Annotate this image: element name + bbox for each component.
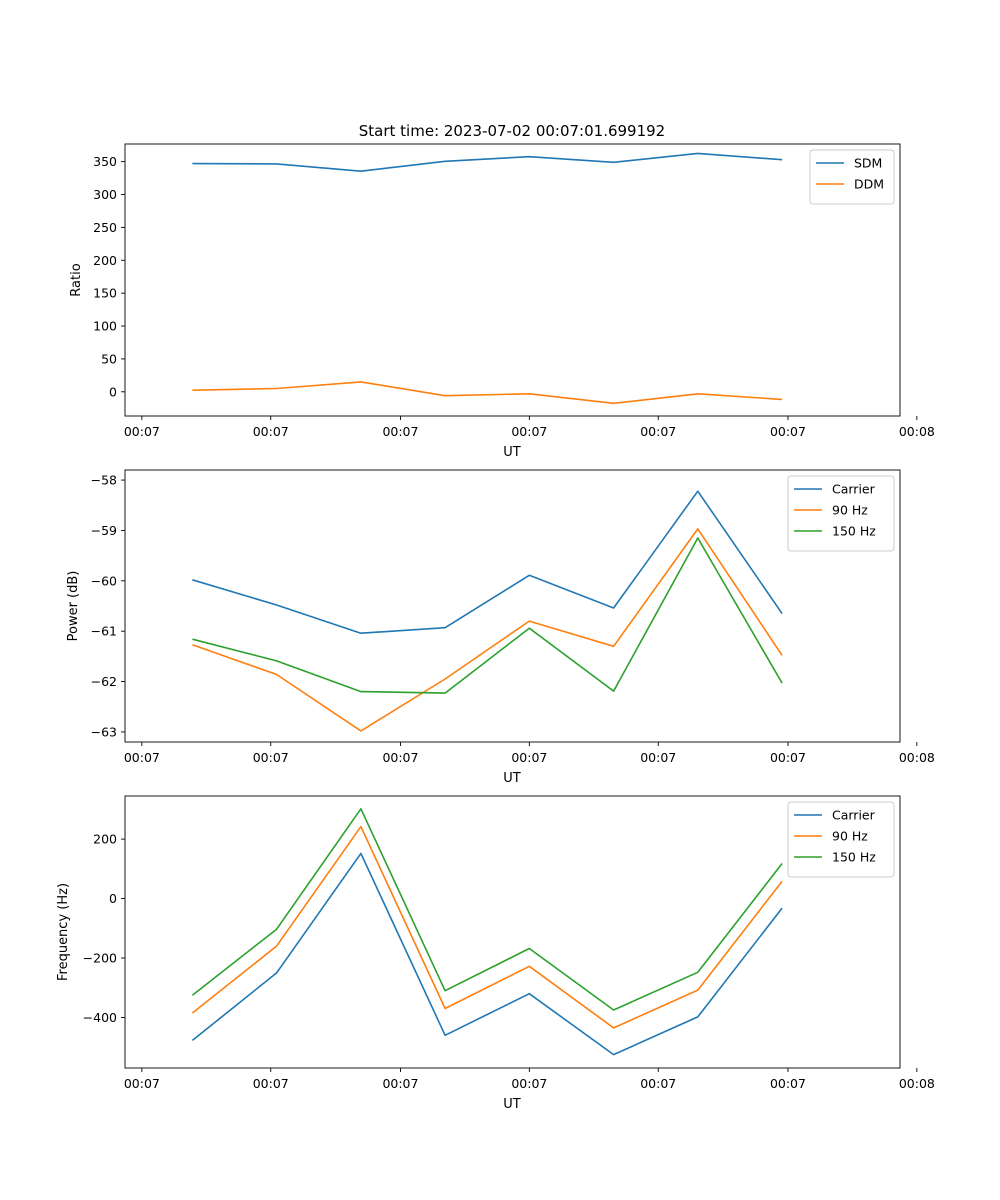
power-legend-label: 150 Hz — [832, 524, 876, 539]
frequency-y-tick-label: 200 — [93, 832, 117, 847]
ratio-x-axis-label: UT — [503, 445, 521, 460]
power-y-tick-label: −58 — [91, 473, 117, 488]
power-y-tick-label: −62 — [91, 674, 117, 689]
ratio-x-tick-label: 00:07 — [770, 424, 806, 439]
panel-frequency: 00:07 00:07 00:07 00:07 00:07 00:07 00:08 −400 −… — [56, 795, 935, 1112]
frequency-x-tick-label: 00:07 — [382, 1076, 418, 1091]
frequency-legend — [787, 801, 895, 878]
ratio-y-tick-label: 300 — [93, 187, 117, 202]
frequency-series-line-90-hz — [191, 825, 783, 1029]
power-plot-area: 00:07 00:07 00:07 00:07 00:07 00:07 00:08 −63 −6… — [91, 469, 935, 765]
frequency-x-tick-label: 00:07 — [640, 1076, 676, 1091]
power-x-tick-label: 00:07 — [511, 750, 547, 765]
power-y-axis-label: Power (dB) — [66, 571, 81, 642]
ratio-x-tick-label: 00:07 — [124, 424, 160, 439]
power-x-tick-label: 00:07 — [382, 750, 418, 765]
panel-power: 00:07 00:07 00:07 00:07 00:07 00:07 00:08 −63 −6… — [66, 469, 935, 786]
frequency-series-line-150-hz — [191, 807, 783, 1011]
ratio-x-tick-label: 00:07 — [640, 424, 676, 439]
power-x-axis-label: UT — [503, 771, 521, 786]
power-legend — [787, 475, 895, 552]
power-y-tick-label: −59 — [91, 523, 117, 538]
ratio-y-axis-label: Ratio — [69, 263, 84, 296]
ratio-y-tick-label: 350 — [93, 154, 117, 169]
frequency-legend-label: Carrier — [832, 808, 876, 823]
ratio-legend-label: SDM — [854, 156, 882, 171]
frequency-legend-label: 90 Hz — [832, 829, 868, 844]
frequency-x-tick-label: 00:07 — [253, 1076, 289, 1091]
frequency-legend-label: 150 Hz — [832, 850, 876, 865]
frequency-y-axis-label: Frequency (Hz) — [56, 883, 71, 981]
ratio-y-tick-label: 150 — [93, 286, 117, 301]
ratio-y-tick-label: 100 — [93, 319, 117, 334]
power-series-line-150-hz — [192, 537, 783, 694]
power-axes-frame — [124, 469, 901, 743]
power-x-tick-label: 00:08 — [899, 750, 935, 765]
power-x-tick-label: 00:07 — [640, 750, 676, 765]
ratio-legend-label: DDM — [854, 177, 884, 192]
ratio-y-tick-label: 200 — [93, 253, 117, 268]
power-y-tick-label: −60 — [91, 573, 117, 588]
ratio-x-tick-label: 00:07 — [382, 424, 418, 439]
power-series-line-carrier — [192, 490, 783, 635]
power-y-tick-label: −61 — [91, 624, 117, 639]
ratio-y-tick-label: 50 — [101, 351, 117, 366]
power-x-tick-label: 00:07 — [253, 750, 289, 765]
ratio-y-tick-label: 250 — [93, 220, 117, 235]
ratio-x-tick-label: 00:07 — [511, 424, 547, 439]
frequency-plot-area: 00:07 00:07 00:07 00:07 00:07 00:07 00:08 −400 −… — [83, 795, 935, 1091]
frequency-x-tick-label: 00:07 — [770, 1076, 806, 1091]
power-x-tick-label: 00:07 — [770, 750, 806, 765]
frequency-x-tick-label: 00:08 — [899, 1076, 935, 1091]
frequency-y-tick-label: 0 — [109, 891, 117, 906]
ratio-y-tick-label: 0 — [109, 384, 117, 399]
frequency-x-axis-label: UT — [503, 1097, 521, 1112]
frequency-y-tick-label: −400 — [83, 1010, 117, 1025]
frequency-y-tick-label: −200 — [83, 951, 117, 966]
ratio-axes-frame — [124, 143, 901, 417]
frequency-x-tick-label: 00:07 — [511, 1076, 547, 1091]
ratio-x-tick-label: 00:08 — [899, 424, 935, 439]
figure-title: Start time: 2023-07-02 00:07:01.699192 — [359, 122, 665, 140]
ratio-x-tick-label: 00:07 — [253, 424, 289, 439]
power-x-tick-label: 00:07 — [124, 750, 160, 765]
power-legend-label: 90 Hz — [832, 503, 868, 518]
frequency-axes-frame — [124, 795, 901, 1069]
ratio-series-line-sdm — [192, 152, 783, 172]
frequency-series-line-carrier — [191, 852, 783, 1056]
panel-ratio: 00:07 00:07 00:07 00:07 00:07 00:07 00:08 0 50 10… — [69, 143, 935, 460]
power-legend-label: Carrier — [832, 482, 876, 497]
power-series-line-90-hz — [192, 528, 783, 732]
ratio-plot-area: 00:07 00:07 00:07 00:07 00:07 00:07 00:08 0 50 10… — [93, 143, 935, 439]
power-y-tick-label: −63 — [91, 724, 117, 739]
ratio-series-line-ddm — [192, 381, 783, 405]
frequency-x-tick-label: 00:07 — [124, 1076, 160, 1091]
